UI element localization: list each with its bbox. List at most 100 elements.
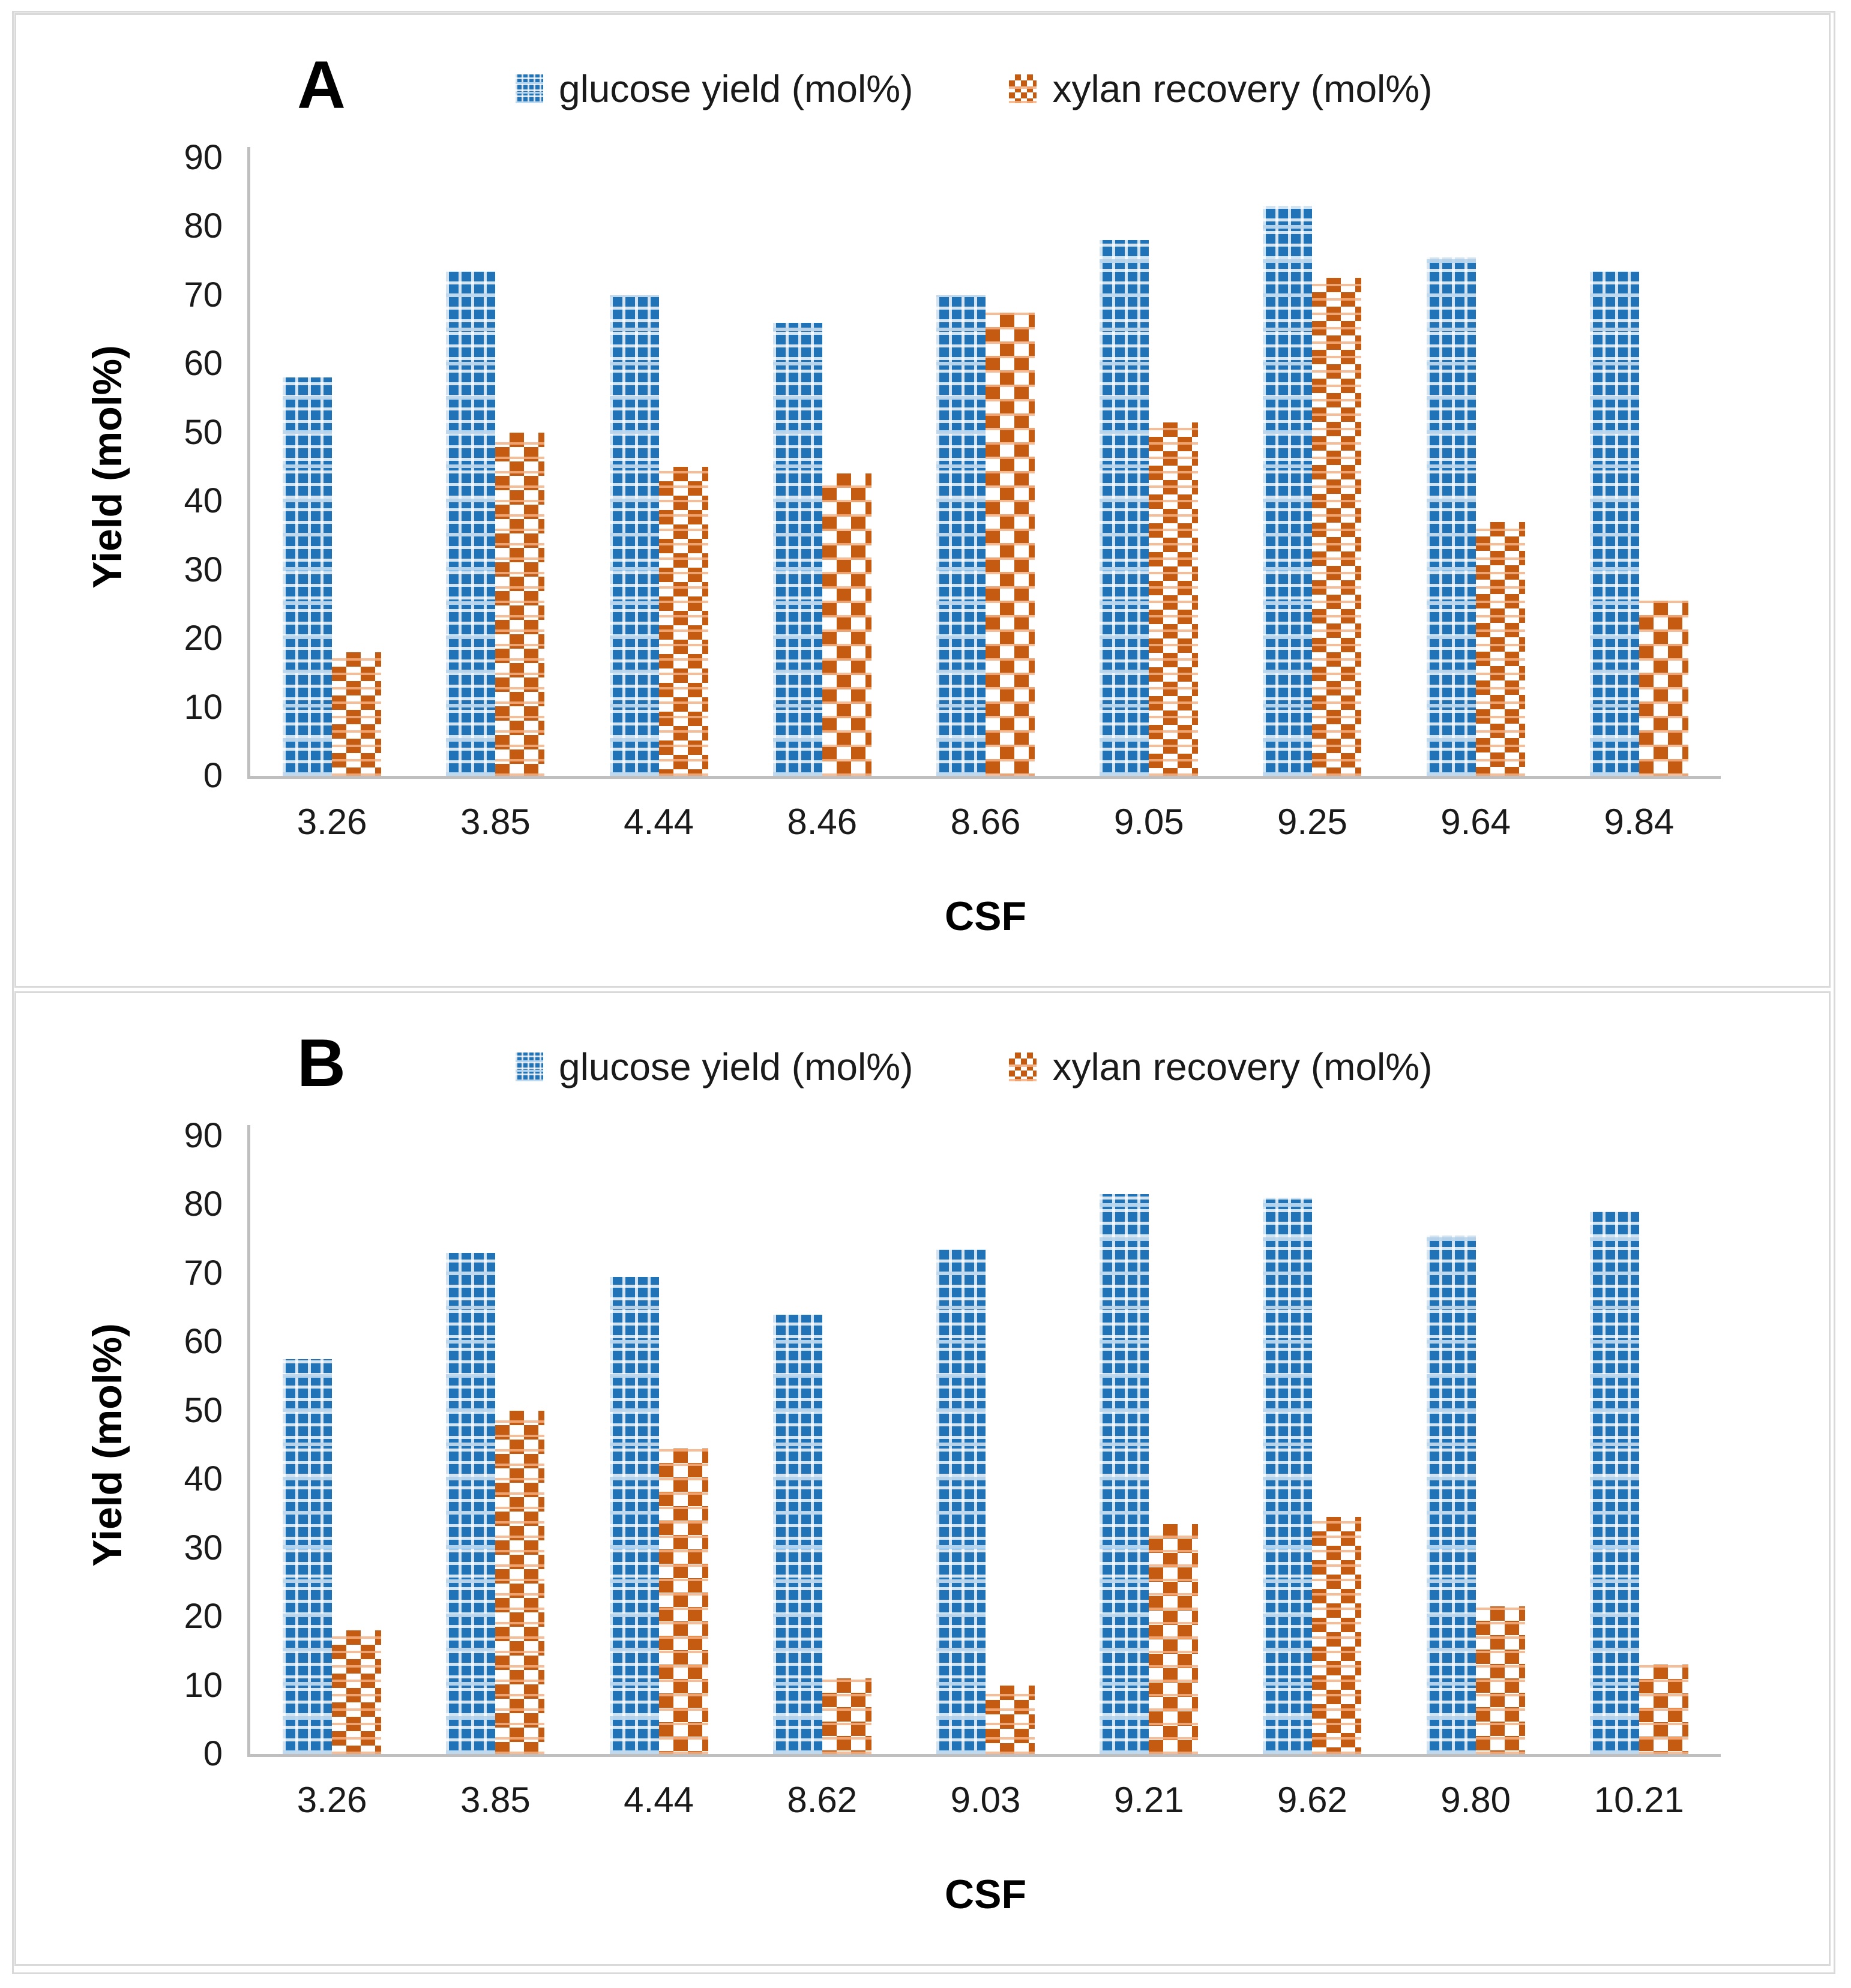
x-axis-line	[247, 1754, 1721, 1757]
bar-cluster	[1230, 206, 1394, 776]
y-tick-label: 20	[184, 619, 223, 658]
xylan-recovery-bar	[985, 1685, 1035, 1754]
glucose-yield-bar	[1263, 1198, 1313, 1754]
glucose-yield-bar	[283, 377, 333, 776]
legend-item-glucose: glucose yield (mol%)	[516, 1048, 913, 1086]
xylan-recovery-bar	[1149, 422, 1199, 776]
x-tick-label: 8.66	[950, 802, 1021, 842]
xylan-pattern-swatch-icon	[1009, 74, 1037, 103]
plot-clusters	[250, 158, 1721, 776]
glucose-yield-bar	[609, 295, 659, 776]
y-tick-label: 40	[184, 481, 223, 521]
x-tick-label: 10.21	[1594, 1780, 1684, 1820]
y-tick-label: 0	[203, 756, 223, 795]
bar-cluster	[1558, 271, 1721, 776]
panel-b-chart: Yield (mol%) 90 80 70 60 50 40 30 20 10 0 3.26 3.8…	[16, 1119, 1829, 1940]
xylan-recovery-bar	[332, 1630, 382, 1754]
x-tick-label: 9.62	[1277, 1780, 1347, 1820]
panel-a: A glucose yield (mol%) xylan recovery (m…	[14, 13, 1831, 988]
y-tick-label: 60	[184, 1322, 223, 1362]
bar-cluster	[1067, 1194, 1230, 1754]
bar-cluster	[414, 271, 577, 776]
x-tick-label: 3.85	[460, 1780, 531, 1820]
y-tick-label: 80	[184, 1185, 223, 1224]
x-axis-line	[247, 776, 1721, 779]
glucose-yield-bar	[1589, 271, 1639, 776]
glucose-yield-bar	[1426, 1235, 1476, 1754]
y-tick-label: 60	[184, 344, 223, 383]
y-axis-line	[247, 147, 250, 777]
glucose-yield-bar	[1589, 1211, 1639, 1754]
panel-b-label: B	[297, 1026, 346, 1101]
y-tick-label: 50	[184, 412, 223, 452]
glucose-yield-bar	[772, 322, 822, 776]
glucose-yield-bar	[1100, 240, 1149, 776]
xylan-recovery-bar	[495, 1410, 545, 1754]
panel-a-legend: glucose yield (mol%) xylan recovery (mol…	[516, 50, 1432, 128]
glucose-yield-bar	[1426, 257, 1476, 776]
plot-area	[247, 147, 1721, 779]
xylan-recovery-bar	[1639, 1665, 1688, 1754]
y-tick-label: 90	[184, 1116, 223, 1155]
x-tick-label: 4.44	[624, 802, 694, 842]
panel-a-label: A	[297, 47, 346, 122]
y-tick-label: 0	[203, 1734, 223, 1773]
xylan-recovery-bar	[495, 432, 545, 776]
x-tick-label: 9.05	[1113, 802, 1184, 842]
y-tick-label: 40	[184, 1459, 223, 1499]
plot-area	[247, 1125, 1721, 1757]
y-tick-label: 50	[184, 1390, 223, 1430]
x-axis-title: CSF	[945, 893, 1026, 939]
panel-b: B glucose yield (mol%) xylan recovery (m…	[14, 991, 1831, 1966]
x-axis-title: CSF	[945, 1872, 1026, 1917]
xylan-recovery-bar	[1475, 521, 1525, 776]
xylan-recovery-bar	[1639, 601, 1688, 776]
panel-a-legend-row: A glucose yield (mol%) xylan recovery (m…	[16, 47, 1829, 128]
xylan-recovery-bar	[332, 652, 382, 776]
xylan-recovery-bar	[1149, 1524, 1199, 1754]
y-tick-label: 70	[184, 1253, 223, 1293]
y-tick-label: 20	[184, 1597, 223, 1636]
glucose-yield-bar	[936, 1249, 986, 1754]
xylan-recovery-bar	[1312, 278, 1362, 776]
xylan-recovery-bar	[658, 467, 708, 776]
x-tick-label: 8.62	[787, 1780, 858, 1820]
xylan-recovery-bar	[658, 1448, 708, 1754]
legend-label-xylan: xylan recovery (mol%)	[1052, 67, 1433, 110]
y-tick-label: 30	[184, 550, 223, 589]
bar-cluster	[1558, 1211, 1721, 1754]
xylan-pattern-swatch-icon	[1009, 1053, 1037, 1081]
glucose-yield-bar	[936, 295, 986, 776]
bar-cluster	[741, 1314, 904, 1754]
y-tick-label: 10	[184, 687, 223, 727]
panel-b-legend: glucose yield (mol%) xylan recovery (mol…	[516, 1028, 1432, 1106]
x-axis-labels: 3.26 3.85 4.44 8.62 9.03 9.21 9.62 9.80 10.21	[250, 1779, 1721, 1821]
y-tick-label: 10	[184, 1665, 223, 1705]
x-tick-label: 4.44	[624, 1780, 694, 1820]
bar-cluster	[250, 1359, 414, 1754]
figure-frame: A glucose yield (mol%) xylan recovery (m…	[12, 11, 1835, 1974]
x-tick-label: 9.80	[1440, 1780, 1511, 1820]
xylan-recovery-bar	[822, 473, 871, 776]
bar-cluster	[1394, 257, 1558, 776]
bar-cluster	[1067, 240, 1230, 776]
plot-clusters	[250, 1136, 1721, 1754]
x-tick-label: 9.03	[950, 1780, 1021, 1820]
y-axis-ticks: 90 80 70 60 50 40 30 20 10 0	[16, 140, 223, 793]
x-tick-label: 8.46	[787, 802, 858, 842]
glucose-yield-bar	[609, 1276, 659, 1754]
xylan-recovery-bar	[822, 1678, 871, 1754]
bar-cluster	[577, 1276, 740, 1754]
y-tick-label: 90	[184, 138, 223, 177]
xylan-recovery-bar	[985, 312, 1035, 776]
xylan-recovery-bar	[1475, 1606, 1525, 1754]
bar-cluster	[904, 295, 1067, 776]
bar-cluster	[414, 1252, 577, 1754]
y-tick-label: 30	[184, 1528, 223, 1567]
legend-label-glucose: glucose yield (mol%)	[559, 1045, 913, 1089]
x-tick-label: 9.21	[1113, 1780, 1184, 1820]
legend-label-xylan: xylan recovery (mol%)	[1052, 1045, 1433, 1089]
glucose-yield-bar	[1100, 1194, 1149, 1754]
panel-a-chart: Yield (mol%) 90 80 70 60 50 40 30 20 10 0 3.26 3.8…	[16, 140, 1829, 962]
x-tick-label: 9.64	[1440, 802, 1511, 842]
